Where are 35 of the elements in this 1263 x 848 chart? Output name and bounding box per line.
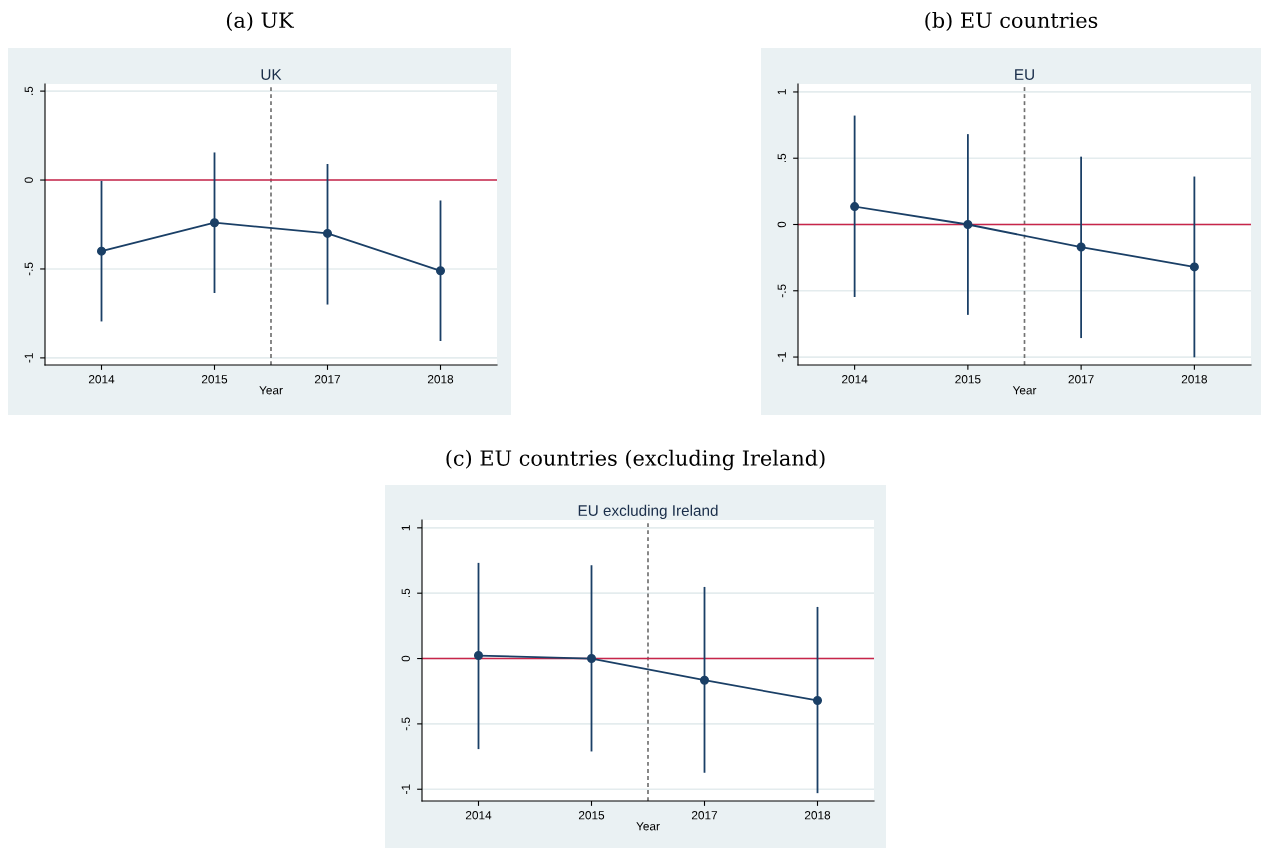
x-tick-label: 2014 [88,375,115,384]
y-tick-label: -.5 [24,262,33,276]
x-tick-label: 2015 [578,811,605,820]
y-tick-label: -1 [24,353,33,363]
y-tick-label: .5 [24,86,33,95]
chart-subtitle: EU excluding Ireland [578,504,718,519]
y-tick-label: -1 [401,784,410,794]
x-tick-label: 2017 [314,375,341,384]
y-tick-label: 1 [401,525,410,531]
x-tick-label: 2015 [955,375,981,384]
x-tick-label: 2017 [691,811,718,820]
chart-title: (b) EU countries [925,11,1098,31]
x-tick-label: 2018 [427,375,454,384]
chart-subtitle: UK [261,69,282,80]
chart-subtitle: EU [1015,69,1034,80]
chart-title: (c) EU countries (excluding Ireland) [446,449,825,471]
x-tick-label: 2017 [1068,375,1094,384]
x-axis-title: Year [636,822,660,831]
chart-title: (a) UK [226,11,295,31]
y-tick-label: 0 [777,221,786,228]
x-tick-label: 2018 [1181,375,1207,384]
x-tick-label: 2015 [201,375,228,384]
x-axis-title: Year [1012,386,1037,395]
y-tick-label: 1 [777,89,786,95]
y-tick-label: -.5 [401,717,410,731]
y-tick-label: .5 [401,588,410,598]
y-tick-label: .5 [777,153,786,163]
y-tick-label: 0 [24,177,33,183]
y-tick-label: -.5 [777,284,786,298]
x-tick-label: 2018 [804,811,831,820]
x-tick-label: 2014 [465,811,492,820]
y-tick-label: 0 [401,655,410,662]
x-tick-label: 2014 [842,375,868,384]
y-tick-label: -1 [777,352,786,362]
x-axis-title: Year [259,386,283,395]
